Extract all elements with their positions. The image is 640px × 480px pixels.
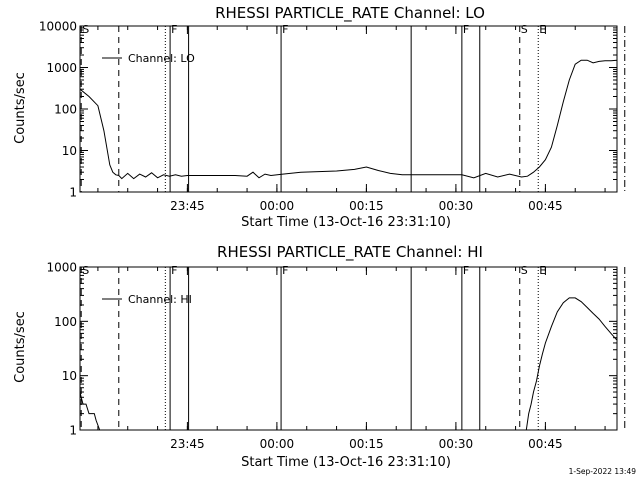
chart-lo-series-line xyxy=(79,59,618,180)
chart-lo-y-tick-label: 1000 xyxy=(46,61,77,75)
chart-lo-x-axis-label: Start Time (13-Oct-16 23:31:10) xyxy=(241,215,451,230)
chart-hi-y-tick-label: 1 xyxy=(69,424,77,438)
chart-lo-x-tick-label: 23:45 xyxy=(170,199,205,213)
chart-lo-x-tick-label: 00:15 xyxy=(349,199,384,213)
chart-hi-x-tick-label: 00:45 xyxy=(528,437,563,451)
chart-lo-event-marker-label: S xyxy=(521,23,528,36)
chart-hi-event-marker-label: F xyxy=(463,264,469,277)
chart-hi-event-marker-label: F xyxy=(282,264,288,277)
chart-lo-event-marker-label: S xyxy=(82,23,89,36)
chart-hi-event-marker-label: S xyxy=(521,264,528,277)
chart-lo-x-tick-label: 00:45 xyxy=(528,199,563,213)
chart-hi-plot-frame xyxy=(79,266,618,431)
chart-hi-y-axis-label: Counts/sec xyxy=(13,311,28,383)
chart-lo-panel: RHESSI PARTICLE_RATE Channel: LO Counts/… xyxy=(13,4,626,230)
chart-lo-legend-label: Channel: LO xyxy=(128,52,195,65)
chart-lo-x-tick-label: 00:30 xyxy=(439,199,474,213)
chart-hi-event-marker-label: F xyxy=(171,264,177,277)
chart-hi-y-tick-label: 10 xyxy=(62,369,77,383)
chart-lo-event-marker-label: F xyxy=(463,23,469,36)
chart-hi-legend-label: Channel: HI xyxy=(128,293,192,306)
chart-hi-event-marker-label: E xyxy=(539,264,546,277)
chart-hi-x-tick-label: 00:15 xyxy=(349,437,384,451)
chart-lo-event-marker-label: F xyxy=(171,23,177,36)
chart-lo-event-marker-label: F xyxy=(282,23,288,36)
chart-lo-title: RHESSI PARTICLE_RATE Channel: LO xyxy=(215,4,485,23)
chart-lo-y-axis-label: Counts/sec xyxy=(13,72,28,144)
chart-hi-series-line xyxy=(79,297,618,431)
chart-hi-panel: RHESSI PARTICLE_RATE Channel: HI Counts/… xyxy=(13,243,626,470)
footer-timestamp: 1-Sep-2022 13:49 xyxy=(569,467,637,476)
chart-hi-y-tick-label: 100 xyxy=(54,315,77,329)
chart-hi-x-tick-label: 23:45 xyxy=(170,437,205,451)
chart-hi-x-axis-label: Start Time (13-Oct-16 23:31:10) xyxy=(241,455,451,470)
chart-hi-x-tick-label: 00:30 xyxy=(439,437,474,451)
chart-hi-x-tick-label: 00:00 xyxy=(260,437,295,451)
chart-lo-y-tick-label: 1 xyxy=(69,186,77,200)
chart-lo-y-tick-label: 10000 xyxy=(39,20,77,34)
chart-lo-y-tick-label: 100 xyxy=(54,103,77,117)
chart-hi-title: RHESSI PARTICLE_RATE Channel: HI xyxy=(217,243,483,262)
chart-lo-event-marker-label: E xyxy=(539,23,546,36)
chart-lo-plot-frame xyxy=(79,25,618,193)
chart-hi-event-marker-label: S xyxy=(82,264,89,277)
chart-lo-y-tick-label: 10 xyxy=(62,144,77,158)
chart-lo-x-tick-label: 00:00 xyxy=(260,199,295,213)
chart-hi-y-tick-label: 1000 xyxy=(46,261,77,275)
